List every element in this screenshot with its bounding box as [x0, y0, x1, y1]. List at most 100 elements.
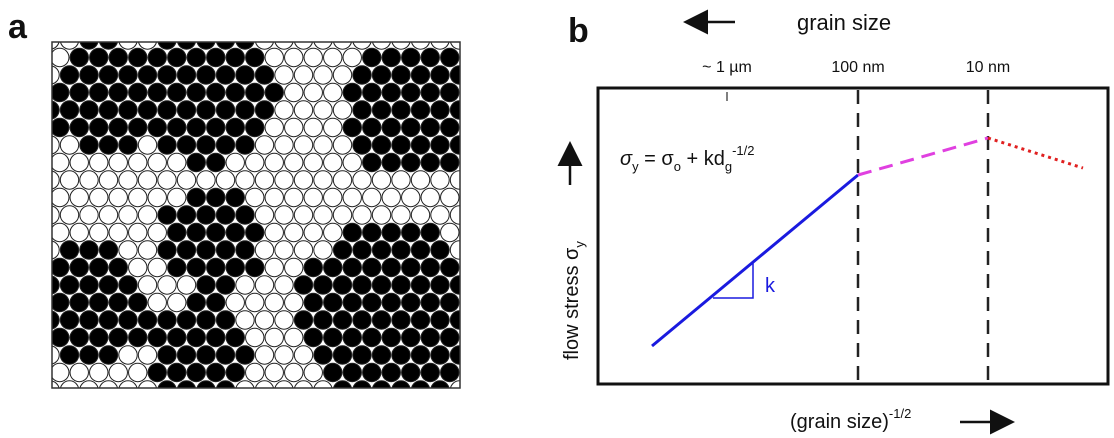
- atom: [274, 135, 294, 155]
- atom: [371, 240, 392, 260]
- atom: [342, 187, 362, 208]
- atom: [177, 42, 196, 50]
- atom: [293, 135, 314, 155]
- atom: [118, 275, 138, 295]
- atom: [264, 117, 284, 138]
- atom: [176, 100, 197, 120]
- panel-a-frame: [51, 41, 461, 389]
- atom: [99, 380, 118, 388]
- atom: [274, 310, 294, 330]
- atom: [118, 65, 138, 85]
- atom: [440, 257, 460, 278]
- atom: [79, 135, 99, 155]
- atom: [254, 65, 275, 85]
- atom: [480, 328, 498, 346]
- atom: [254, 100, 275, 120]
- atom: [89, 257, 109, 278]
- slope-triangle: [713, 263, 754, 299]
- atom: [176, 205, 197, 225]
- atom: [410, 275, 431, 295]
- atom: [303, 187, 323, 208]
- atom: [69, 187, 89, 208]
- atom: [363, 398, 381, 416]
- atom: [52, 82, 70, 103]
- atom: [371, 310, 392, 330]
- atom: [440, 152, 460, 173]
- atom: [89, 82, 109, 103]
- atom: [332, 65, 353, 85]
- atom: [245, 327, 265, 348]
- atom: [303, 362, 323, 383]
- atom: [215, 205, 236, 225]
- eq-part: g: [725, 159, 732, 174]
- atom: [352, 170, 372, 190]
- atom: [313, 170, 333, 190]
- atom: [420, 47, 440, 68]
- atom: [225, 187, 245, 208]
- atom: [235, 310, 255, 330]
- atom: [128, 82, 148, 103]
- atom: [480, 398, 498, 416]
- atom: [470, 241, 488, 259]
- atom: [352, 100, 372, 120]
- atom: [362, 187, 382, 208]
- atom: [128, 222, 148, 243]
- atom: [352, 65, 372, 85]
- atom: [342, 257, 362, 278]
- atom: [264, 257, 284, 278]
- atom: [284, 327, 304, 348]
- atom: [459, 369, 460, 376]
- atom: [343, 398, 361, 416]
- atom: [274, 205, 294, 225]
- grain-packing: [52, 42, 498, 416]
- atom: [352, 205, 372, 225]
- atom: [52, 65, 60, 85]
- atom: [381, 82, 401, 103]
- atom: [362, 222, 382, 243]
- atom: [430, 310, 450, 330]
- atom: [293, 240, 314, 260]
- atom: [264, 222, 284, 243]
- atom: [176, 65, 197, 85]
- atom: [206, 187, 226, 208]
- atom: [381, 327, 401, 348]
- atom: [420, 362, 440, 383]
- atom: [118, 100, 138, 120]
- atom: [352, 135, 372, 155]
- atom: [225, 257, 245, 278]
- atom: [186, 257, 206, 278]
- atom: [410, 345, 431, 365]
- atom: [59, 275, 80, 295]
- atom: [371, 205, 392, 225]
- atom: [79, 275, 99, 295]
- atom: [401, 222, 421, 243]
- atom: [196, 205, 216, 225]
- atom: [108, 152, 128, 173]
- atom: [381, 362, 401, 383]
- atom: [372, 380, 391, 388]
- atom: [128, 362, 148, 383]
- equation: σy = σo + kdg-1/2: [620, 143, 755, 174]
- atom: [108, 362, 128, 383]
- atom: [196, 65, 216, 85]
- atom: [480, 188, 498, 206]
- atom: [118, 135, 138, 155]
- atom: [118, 170, 138, 190]
- atom: [137, 100, 158, 120]
- atom: [264, 362, 284, 383]
- atom: [89, 47, 109, 68]
- atom: [157, 205, 177, 225]
- atom: [293, 275, 314, 295]
- atom: [147, 222, 167, 243]
- atom: [137, 310, 158, 330]
- atom: [206, 152, 226, 173]
- atom: [294, 380, 313, 388]
- atom: [332, 100, 353, 120]
- atom: [421, 398, 439, 416]
- atom: [313, 135, 333, 155]
- atom: [79, 380, 99, 388]
- atom: [215, 135, 236, 155]
- atom: [274, 240, 294, 260]
- atom: [60, 380, 79, 388]
- atom: [186, 82, 206, 103]
